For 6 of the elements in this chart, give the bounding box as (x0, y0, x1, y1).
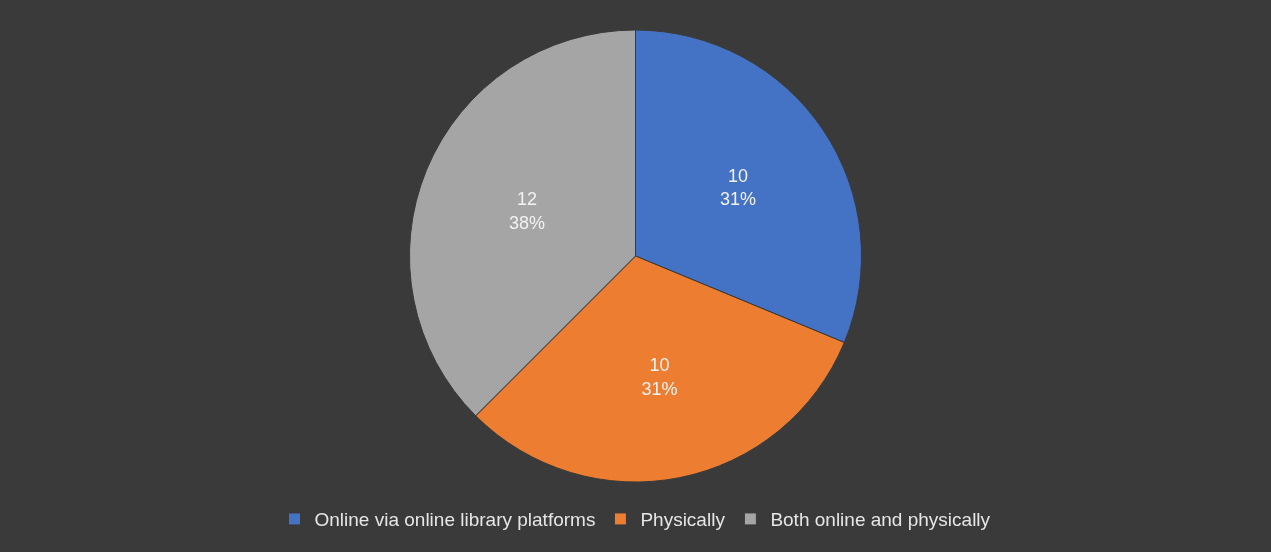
legend-label: Physically (640, 509, 726, 531)
legend-label: Online via online library platforms (314, 509, 596, 531)
data-label: 12 38% (508, 189, 545, 233)
data-label: 10 31% (641, 355, 678, 399)
legend-label: Both online and physically (770, 509, 991, 531)
data-label: 10 31% (720, 165, 757, 210)
